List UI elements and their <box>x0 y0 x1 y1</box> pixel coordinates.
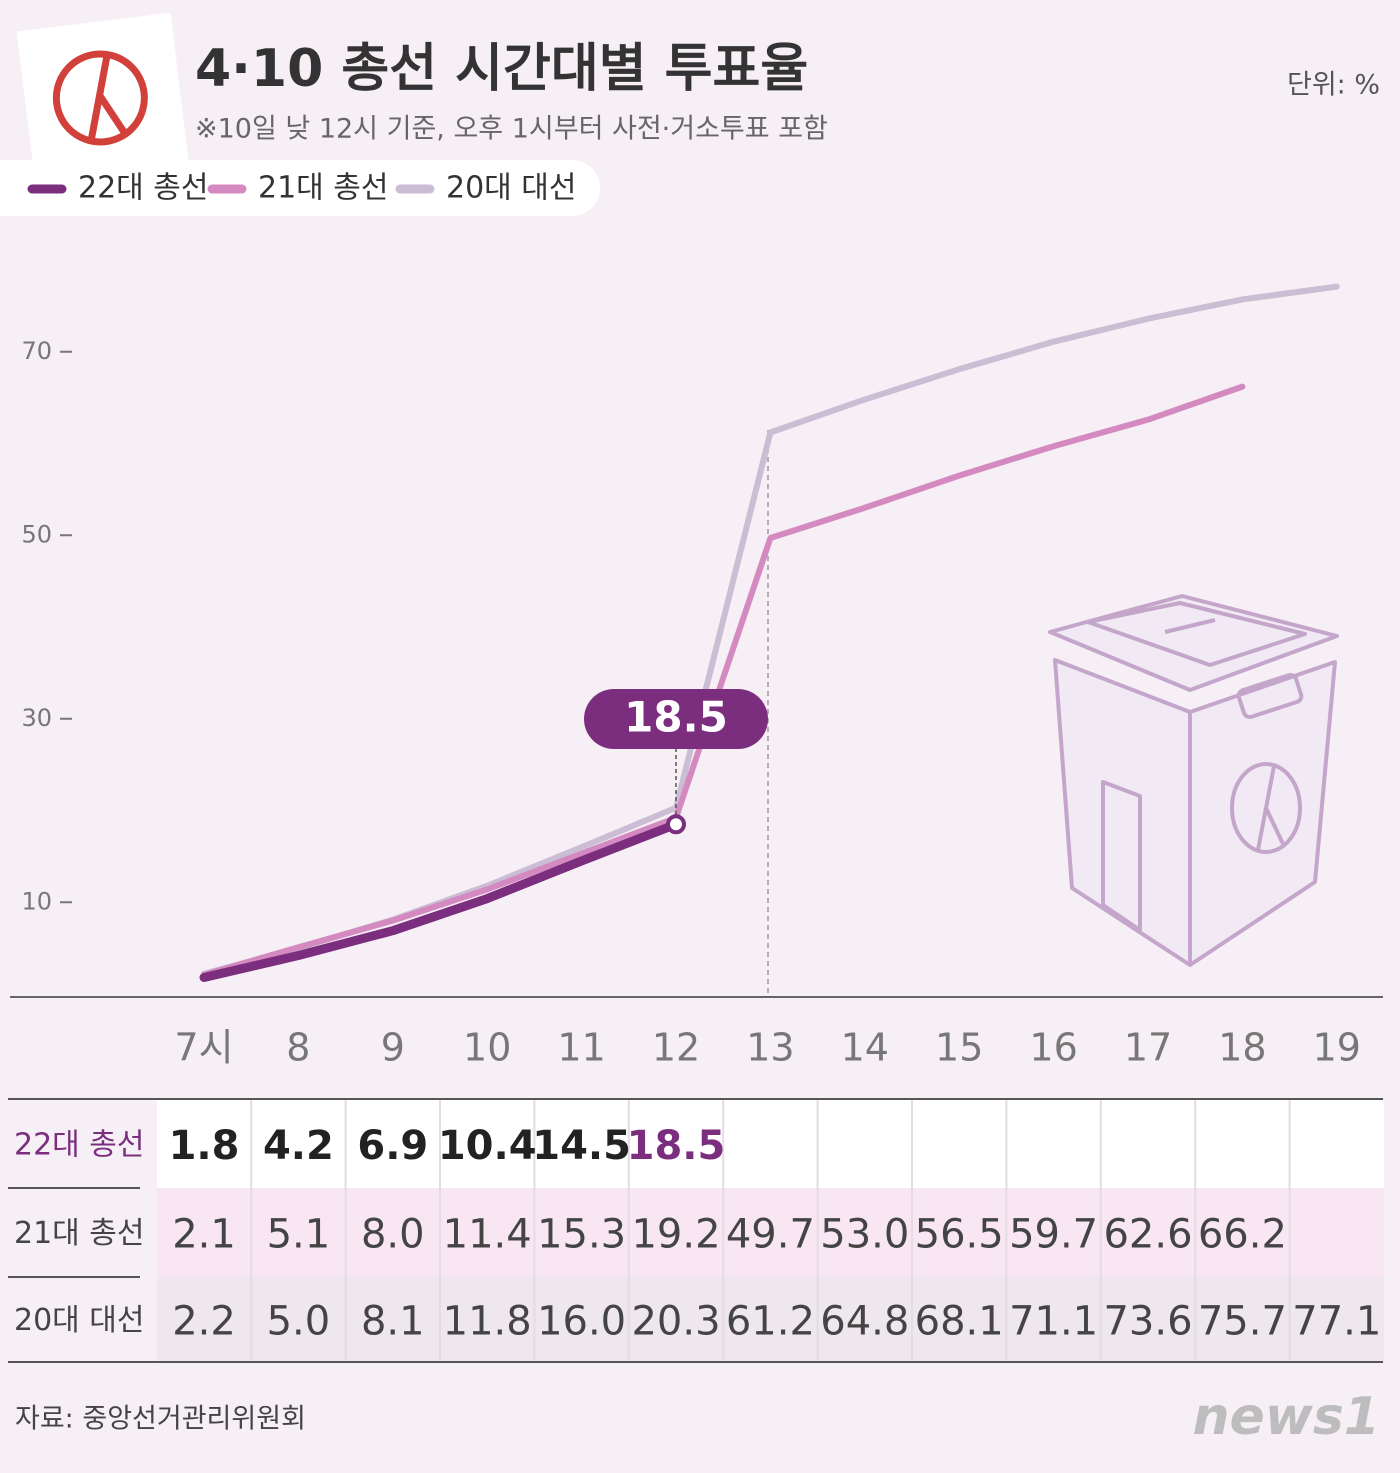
table-value: 75.7 <box>1198 1299 1287 1345</box>
ballot-box <box>1048 594 1339 967</box>
table-value: 11.4 <box>443 1212 532 1258</box>
emblem-circle <box>52 50 148 146</box>
table-value: 59.7 <box>1009 1212 1098 1258</box>
series-line <box>199 819 681 982</box>
x-tick-label: 10 <box>463 1026 511 1070</box>
y-tick-label: 70 <box>21 337 52 365</box>
y-tick-label: 10 <box>21 887 52 915</box>
table-value: 49.7 <box>726 1212 815 1258</box>
box-handle <box>1236 672 1304 720</box>
table-value: 5.0 <box>267 1299 331 1345</box>
table-value: 14.5 <box>532 1123 631 1169</box>
x-tick-label: 14 <box>841 1026 889 1070</box>
table-row-bg <box>156 1277 1384 1362</box>
y-tick-label: 30 <box>21 704 52 732</box>
x-tick-label: 15 <box>935 1026 983 1070</box>
y-tick-label: 50 <box>21 520 52 548</box>
callout-label: 18.5 <box>624 693 728 742</box>
source: 자료: 중앙선거관리위원회 <box>15 1404 306 1435</box>
table-value: 20.3 <box>631 1299 720 1345</box>
table-value: 10.4 <box>438 1123 537 1169</box>
legend-label: 20대 대선 <box>446 171 577 206</box>
x-tick-label: 18 <box>1218 1026 1266 1070</box>
x-tick-label: 7시 <box>174 1026 233 1070</box>
box-lid <box>1048 594 1339 692</box>
legend-label: 22대 총선 <box>78 171 209 206</box>
table-value: 8.0 <box>361 1212 425 1258</box>
table-value: 15.3 <box>537 1212 626 1258</box>
table-value: 61.2 <box>726 1299 815 1345</box>
x-tick-label: 19 <box>1313 1026 1361 1070</box>
point <box>666 814 686 835</box>
table-value: 62.6 <box>1103 1212 1192 1258</box>
table-value: 64.8 <box>820 1299 909 1345</box>
box-slot <box>1164 618 1216 634</box>
table-value: 2.1 <box>172 1212 236 1258</box>
table-value: 68.1 <box>915 1299 1004 1345</box>
x-tick-label: 11 <box>557 1026 605 1070</box>
box-emblem-mark <box>1256 765 1286 851</box>
emblem-mark <box>87 54 128 141</box>
box-lid-top <box>1086 601 1307 667</box>
x-tick-label: 17 <box>1124 1026 1172 1070</box>
table-value: 18.5 <box>627 1123 726 1169</box>
table-value: 16.0 <box>537 1299 626 1345</box>
table-value: 6.9 <box>357 1123 428 1169</box>
table-value: 66.2 <box>1198 1212 1287 1258</box>
box-door <box>1101 780 1142 932</box>
table-value: 2.2 <box>172 1299 236 1345</box>
box-side <box>1188 660 1337 967</box>
table-value: 53.0 <box>820 1212 909 1258</box>
box-emblem <box>1230 762 1302 854</box>
table-row-label: 22대 총선 <box>14 1128 145 1163</box>
x-tick-label: 9 <box>381 1026 405 1070</box>
logo: news1 <box>1193 1387 1380 1447</box>
table-row-label: 20대 대선 <box>14 1303 145 1338</box>
table-value: 11.8 <box>443 1299 532 1345</box>
table-value: 8.1 <box>361 1299 425 1345</box>
x-tick-label: 8 <box>286 1026 310 1070</box>
series-line <box>201 383 1246 978</box>
table-value: 56.5 <box>915 1212 1004 1258</box>
title: 4·10 총선 시간대별 투표율 <box>195 39 808 99</box>
table-row-label: 21대 총선 <box>14 1216 145 1251</box>
x-tick-label: 12 <box>652 1026 700 1070</box>
legend-label: 21대 총선 <box>258 171 389 206</box>
table-value: 73.6 <box>1103 1299 1192 1345</box>
table-row-bg <box>156 1100 1384 1188</box>
emblem <box>16 12 189 181</box>
subtitle: ※10일 낮 12시 기준, 오후 1시부터 사전·거소투표 포함 <box>195 114 828 145</box>
x-tick-label: 13 <box>746 1026 794 1070</box>
table-row-bg <box>156 1188 1384 1277</box>
table-value: 77.1 <box>1292 1299 1381 1345</box>
unit: 단위: % <box>1287 70 1380 101</box>
table-value: 71.1 <box>1009 1299 1098 1345</box>
callout-box <box>584 689 768 749</box>
x-tick-label: 16 <box>1029 1026 1077 1070</box>
table-value: 1.8 <box>169 1123 240 1169</box>
table-value: 19.2 <box>631 1212 720 1258</box>
legend-box <box>0 160 600 216</box>
table-value: 4.2 <box>263 1123 334 1169</box>
table-value: 5.1 <box>267 1212 331 1258</box>
